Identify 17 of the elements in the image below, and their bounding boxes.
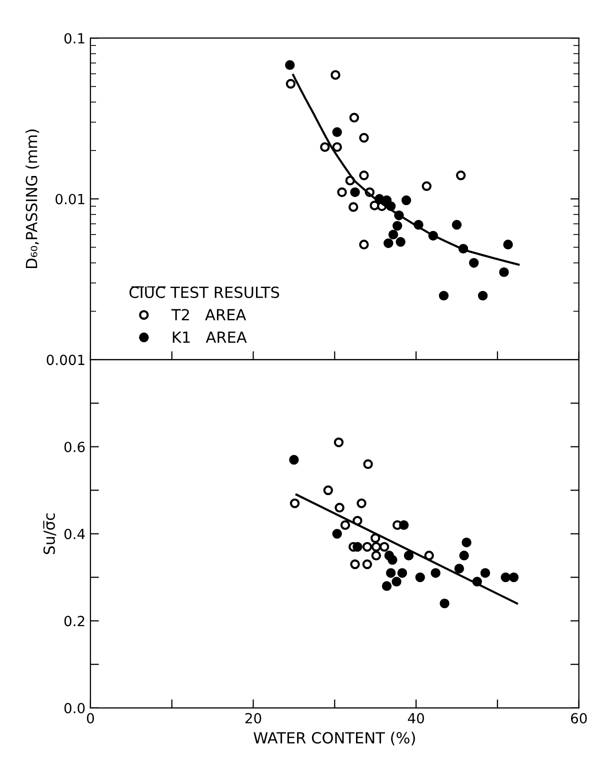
y-tick-label: 0.0	[64, 702, 85, 714]
y-tick-label: 0.1	[64, 33, 84, 44]
legend-label: T2 AREA	[171, 308, 246, 320]
y-axis-title: Su/σ̅c	[43, 513, 56, 554]
y-axis-title: D₆₀,PASSING (mm)	[26, 130, 40, 268]
x-tick-label: 0	[86, 713, 94, 724]
x-axis-title: WATER CONTENT (%)	[254, 732, 415, 746]
y-tick-label: 0.01	[56, 194, 84, 204]
x-tick-label: 60	[571, 713, 587, 724]
y-tick-label: 0.6	[64, 442, 85, 452]
y-tick-label: 0.2	[64, 616, 84, 626]
x-tick-label: 20	[245, 713, 262, 724]
legend-title: C̅I̅U̅C̅ TEST RESULTS	[129, 286, 280, 298]
y-tick-label: 0.001	[46, 354, 84, 366]
legend-label: K1 AREA	[172, 332, 247, 343]
x-tick-label: 40	[408, 713, 424, 724]
y-tick-label: 0.4	[64, 528, 85, 540]
